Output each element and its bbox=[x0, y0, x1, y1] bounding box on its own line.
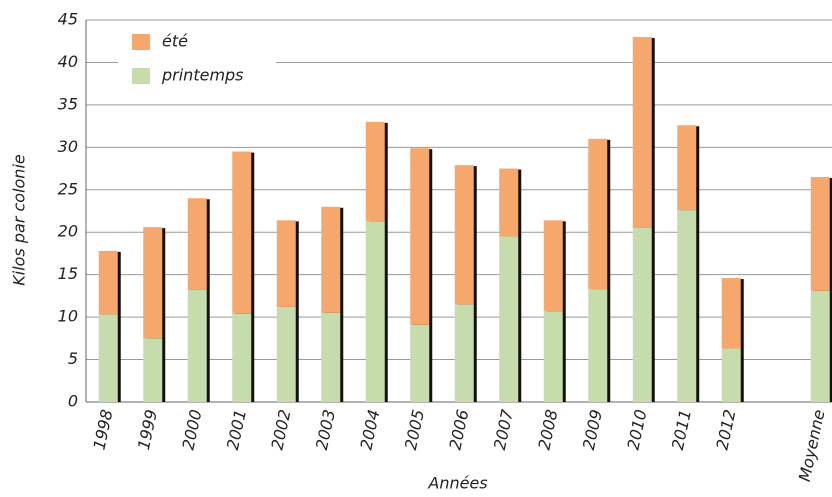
y-tick-label: 30 bbox=[58, 137, 78, 156]
x-tick-label: 1998 bbox=[90, 408, 117, 452]
bar bbox=[321, 312, 341, 402]
legend-swatch bbox=[132, 68, 150, 84]
bar bbox=[410, 324, 430, 402]
y-tick-label: 35 bbox=[58, 94, 78, 113]
x-tick-label: 2009 bbox=[579, 408, 606, 452]
bar bbox=[632, 227, 652, 402]
bar bbox=[365, 121, 385, 222]
x-tick-label: 2000 bbox=[179, 408, 206, 452]
bar bbox=[276, 306, 296, 402]
bar bbox=[499, 168, 519, 237]
bar bbox=[143, 338, 163, 402]
y-tick-label: 10 bbox=[58, 307, 78, 326]
x-tick-label: 2003 bbox=[312, 408, 339, 452]
bar bbox=[499, 236, 519, 402]
x-tick-label: 2012 bbox=[713, 408, 740, 452]
bar bbox=[810, 177, 830, 291]
x-tick-label: 2006 bbox=[446, 408, 473, 452]
legend-label: printemps bbox=[161, 66, 244, 85]
bar bbox=[721, 348, 741, 402]
legend-swatch bbox=[132, 34, 150, 50]
x-tick-label: 2008 bbox=[535, 408, 562, 452]
y-tick-label: 40 bbox=[58, 52, 78, 71]
y-tick-label: 5 bbox=[68, 349, 78, 368]
bar bbox=[232, 313, 252, 402]
bar bbox=[410, 148, 430, 325]
x-tick-label: 2010 bbox=[624, 408, 651, 452]
bar bbox=[454, 304, 474, 402]
bar bbox=[276, 220, 296, 307]
x-tick-label: 1999 bbox=[134, 408, 161, 452]
x-tick-label: 2001 bbox=[223, 408, 250, 452]
bar bbox=[365, 221, 385, 402]
bar bbox=[98, 314, 118, 402]
bar bbox=[543, 311, 563, 402]
y-tick-label: 25 bbox=[58, 179, 78, 198]
x-tick-label: 2002 bbox=[268, 408, 295, 452]
y-tick-label: 45 bbox=[58, 10, 78, 29]
bar bbox=[810, 290, 830, 402]
bar bbox=[632, 36, 652, 228]
y-tick-label: 20 bbox=[58, 222, 78, 241]
bar bbox=[187, 198, 207, 290]
bar bbox=[232, 151, 252, 314]
x-axis-title: Années bbox=[427, 474, 487, 493]
bar bbox=[543, 220, 563, 312]
y-tick-label: 15 bbox=[58, 264, 78, 283]
y-axis-title: Kilos par colonie bbox=[10, 154, 29, 286]
x-tick-label: 2004 bbox=[357, 408, 384, 452]
bar bbox=[187, 289, 207, 402]
x-tick-label: 2011 bbox=[668, 408, 695, 452]
bar bbox=[321, 206, 341, 313]
legend-label: été bbox=[162, 32, 188, 51]
bar bbox=[143, 227, 163, 339]
bar bbox=[98, 250, 118, 315]
bar bbox=[588, 289, 608, 402]
bar bbox=[677, 125, 697, 211]
x-tick-label: 2005 bbox=[401, 408, 428, 452]
x-tick-label: 2007 bbox=[490, 407, 517, 452]
x-tick-label: Moyenne bbox=[795, 408, 829, 484]
bar bbox=[721, 278, 741, 349]
bar bbox=[454, 165, 474, 305]
bar bbox=[677, 210, 697, 402]
bar bbox=[588, 138, 608, 290]
y-tick-label: 0 bbox=[68, 392, 78, 411]
